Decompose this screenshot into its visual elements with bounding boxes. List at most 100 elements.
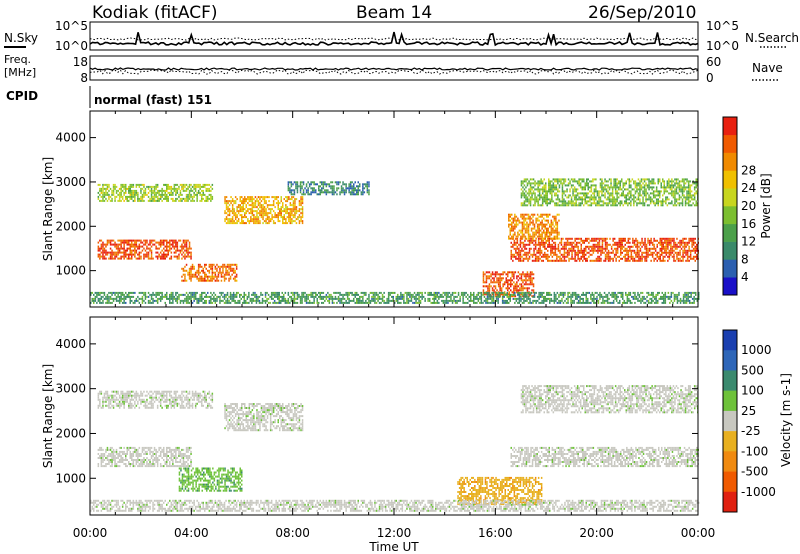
echo-cell <box>557 259 560 262</box>
echo-cell <box>523 225 525 228</box>
echo-cell <box>97 195 100 198</box>
echo-cell <box>310 183 312 186</box>
echo-cell <box>499 279 501 282</box>
echo-cell <box>575 243 578 246</box>
echo-cell <box>584 184 586 187</box>
echo-cell <box>121 195 124 198</box>
echo-cell <box>152 301 154 304</box>
echo-cell <box>282 206 284 209</box>
echo-cell <box>377 293 379 296</box>
echo-cell <box>691 239 693 242</box>
echo-cell <box>182 241 185 244</box>
echo-cell <box>233 202 235 205</box>
echo-cell <box>229 291 232 294</box>
echo-cell <box>601 251 604 254</box>
echo-cell <box>601 180 603 183</box>
echo-cell <box>604 184 606 187</box>
echo-cell <box>121 241 124 244</box>
echo-cell <box>696 243 698 246</box>
echo-cell <box>152 293 154 296</box>
echo-cell <box>563 241 566 244</box>
echo-cell <box>538 215 540 218</box>
echo-cell <box>277 291 279 294</box>
echo-cell <box>185 249 188 252</box>
echo-cell <box>115 251 118 254</box>
echo-cell <box>302 193 305 196</box>
echo-cell <box>259 212 261 215</box>
echo-cell <box>277 214 279 217</box>
echo-cell <box>511 275 513 278</box>
echo-cell <box>193 185 195 188</box>
echo-cell <box>211 183 214 186</box>
echo-cell <box>563 190 565 193</box>
echo-cell <box>514 271 517 274</box>
echo-cell <box>575 241 578 244</box>
echo-cell <box>111 243 113 246</box>
echo-cell <box>604 202 606 205</box>
echo-cell <box>508 283 510 286</box>
echo-cell <box>100 297 103 300</box>
echo-cell <box>627 237 630 240</box>
echo-cell <box>683 188 685 191</box>
echo-cell <box>207 275 209 278</box>
echo-cell <box>656 239 658 242</box>
echo-cell <box>277 206 279 209</box>
echo-cell <box>334 297 337 300</box>
echo-cell <box>519 249 522 252</box>
echo-cell <box>129 295 131 298</box>
echo-cell <box>578 202 580 205</box>
echo-cell <box>318 189 320 192</box>
echo-cell <box>257 295 259 298</box>
echo-cell <box>164 239 166 242</box>
echo-cell <box>125 301 127 304</box>
echo-cell <box>519 239 522 242</box>
echo-cell <box>589 186 591 189</box>
echo-cell <box>134 239 136 242</box>
echo-cell <box>201 199 203 202</box>
echo-cell <box>662 245 664 248</box>
echo-cell <box>368 297 370 300</box>
echo-cell <box>261 301 264 304</box>
echo-cell <box>301 208 304 211</box>
echo-cell <box>533 225 536 228</box>
echo-cell <box>536 219 539 222</box>
echo-cell <box>679 243 681 246</box>
echo-cell <box>535 196 538 199</box>
echo-cell <box>488 275 491 278</box>
echo-cell <box>660 200 662 203</box>
echo-cell <box>281 291 283 294</box>
echo-cell <box>115 297 118 300</box>
echo-cell <box>232 295 235 298</box>
echo-cell <box>528 202 530 205</box>
echo-cell <box>244 200 246 203</box>
echo-cell <box>519 277 521 280</box>
echo-cell <box>248 196 251 199</box>
echo-cell <box>230 202 232 205</box>
echo-cell <box>558 213 560 216</box>
echo-cell <box>294 204 296 207</box>
echo-cell <box>328 297 331 300</box>
echo-cell <box>362 193 364 196</box>
echo-cell <box>159 243 162 246</box>
echo-cell <box>550 219 553 222</box>
echo-cell <box>272 210 275 213</box>
echo-cell <box>582 241 584 244</box>
echo-cell <box>114 293 116 296</box>
echo-cell <box>551 194 553 197</box>
echo-cell <box>668 253 671 256</box>
echo-cell <box>651 247 654 250</box>
echo-cell <box>356 193 358 196</box>
echo-cell <box>111 191 113 194</box>
echo-cell <box>328 301 331 304</box>
echo-cell <box>529 235 531 238</box>
echo-cell <box>362 185 364 188</box>
echo-cell <box>230 218 232 221</box>
echo-cell <box>360 191 363 194</box>
echo-cell <box>197 189 200 192</box>
echo-cell <box>262 210 264 213</box>
echo-cell <box>224 212 226 215</box>
echo-cell <box>164 189 166 192</box>
echo-cell <box>682 251 684 254</box>
echo-cell <box>111 249 113 252</box>
echo-cell <box>239 198 241 201</box>
